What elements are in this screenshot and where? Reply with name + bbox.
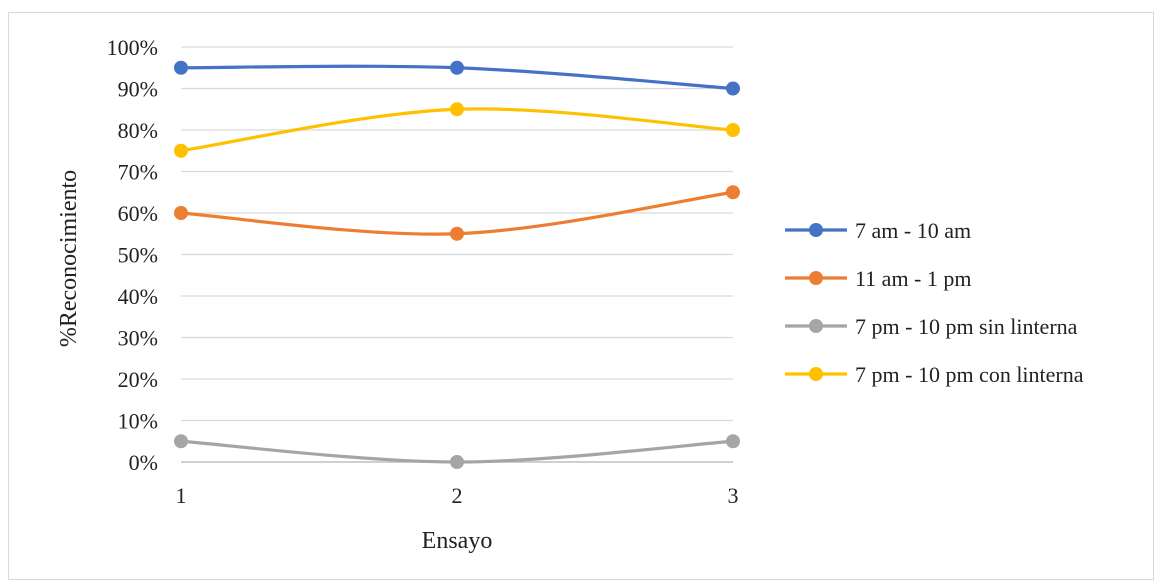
x-tick-label: 1 [176,483,187,508]
x-axis-title: Ensayo [422,528,493,554]
x-tick-label: 3 [728,483,739,508]
y-tick-label: 30% [118,326,158,351]
series-layer [174,60,740,469]
legend-swatch-marker [809,223,823,237]
legend-item: 7 pm - 10 pm con linterna [785,362,1084,387]
legend-label: 11 am - 1 pm [855,266,972,291]
series-4 [174,102,740,158]
legend-swatch-marker [809,319,823,333]
legend-label: 7 am - 10 am [855,218,971,243]
y-tick-label: 50% [118,243,158,268]
grid-layer [181,46,733,463]
y-tick-label: 70% [118,160,158,185]
y-tick-label: 90% [118,77,158,102]
y-tick-label: 0% [129,450,158,475]
data-point [726,123,740,137]
legend: 7 am - 10 am 11 am - 1 pm 7 pm - 10 pm sin… [785,218,1084,387]
y-tick-label: 20% [118,367,158,392]
legend-label: 7 pm - 10 pm sin linterna [855,314,1078,339]
y-axis-title: %Reconocimiento [56,170,82,347]
legend-item: 11 am - 1 pm [785,266,972,291]
legend-item: 7 am - 10 am [785,218,971,243]
data-point [174,434,188,449]
y-tick-label: 60% [118,201,158,226]
y-tick-label: 100% [107,35,158,60]
y-tick-label: 10% [118,409,158,434]
legend-swatch-marker [809,271,823,285]
x-tick-labels: 1 2 3 [176,483,739,508]
legend-swatch-marker [809,367,823,381]
data-point [174,60,188,75]
series-2 [174,185,740,241]
y-tick-label: 40% [118,284,158,309]
legend-item: 7 pm - 10 pm sin linterna [785,314,1078,339]
y-tick-labels: 0% 10% 20% 30% 40% 50% 60% 70% 80% 90% 100% [107,35,158,475]
data-point [726,434,740,449]
series-3 [174,434,740,469]
y-tick-label: 80% [118,118,158,143]
data-point [174,206,188,220]
data-point [450,102,464,117]
data-point [450,226,464,241]
data-point [450,455,464,469]
legend-label: 7 pm - 10 pm con linterna [855,362,1084,387]
series-1 [174,60,740,96]
data-point [174,143,188,158]
data-point [450,60,464,75]
x-tick-label: 2 [452,483,463,508]
data-point [726,81,740,96]
data-point [726,185,740,200]
